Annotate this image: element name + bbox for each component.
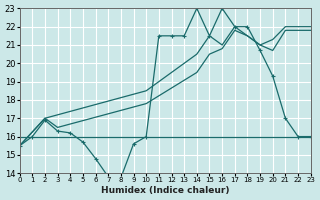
X-axis label: Humidex (Indice chaleur): Humidex (Indice chaleur) — [101, 186, 229, 195]
